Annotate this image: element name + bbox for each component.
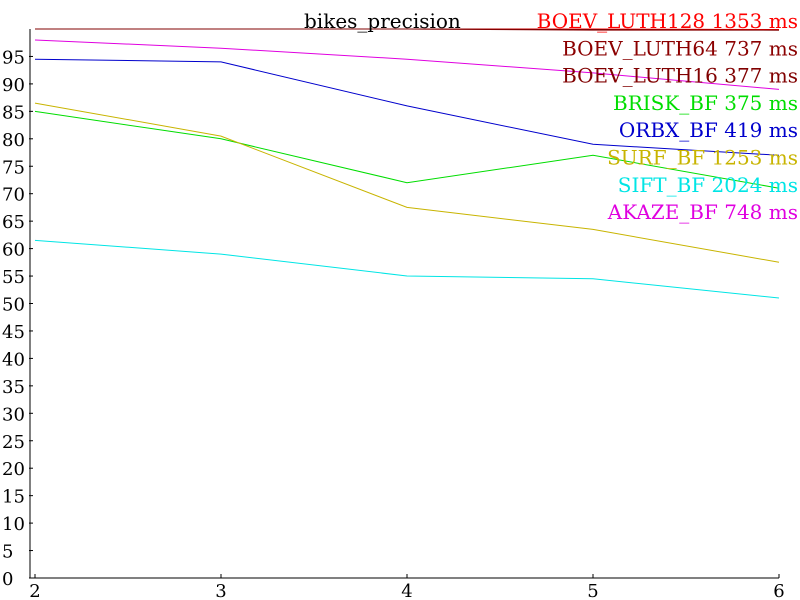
x-tick-label: 4 xyxy=(401,581,412,600)
legend-entry: SURF_BF 1253 ms xyxy=(607,146,798,170)
x-tick-label: 2 xyxy=(29,581,40,600)
y-tick-label: 60 xyxy=(2,240,25,261)
legend-entry: BOEV_LUTH128 1353 ms xyxy=(537,9,798,33)
series-line-7 xyxy=(34,39,780,90)
series-line-5 xyxy=(34,102,780,263)
y-tick-label: 90 xyxy=(2,75,25,96)
legend-entry: BOEV_LUTH64 737 ms xyxy=(562,36,798,60)
y-tick-label: 55 xyxy=(2,267,25,288)
legend-entry: BOEV_LUTH16 377 ms xyxy=(562,64,798,88)
y-tick-label: 65 xyxy=(2,212,25,233)
series-line-3 xyxy=(34,110,780,189)
y-tick-label: 50 xyxy=(2,295,25,316)
plot-lines xyxy=(34,28,780,299)
y-tick-label: 85 xyxy=(2,102,25,123)
y-tick-label: 40 xyxy=(2,349,25,370)
y-tick-label: 15 xyxy=(2,487,25,508)
y-tick-label: 35 xyxy=(2,377,25,398)
x-tick-label: 6 xyxy=(773,581,784,600)
legend-entry: ORBX_BF 419 ms xyxy=(619,118,798,142)
x-tick-label: 5 xyxy=(587,581,598,600)
y-tick-label: 0 xyxy=(2,569,13,590)
series-line-4 xyxy=(34,58,780,156)
legend-entry: BRISK_BF 375 ms xyxy=(613,91,798,115)
y-tick-label: 25 xyxy=(2,432,25,453)
legend-entry: AKAZE_BF 748 ms xyxy=(607,200,798,224)
y-tick-label: 30 xyxy=(2,404,25,425)
y-tick-label: 75 xyxy=(2,157,25,178)
y-tick-label: 5 xyxy=(2,542,13,563)
chart-title: bikes_precision xyxy=(304,9,461,33)
x-tick-label: 3 xyxy=(215,581,226,600)
y-tick-label: 95 xyxy=(2,47,25,68)
y-tick-label: 20 xyxy=(2,459,25,480)
axes xyxy=(29,29,780,579)
series-line-2 xyxy=(35,28,780,31)
y-tick-label: 10 xyxy=(2,514,25,535)
y-tick-label: 80 xyxy=(2,130,25,151)
y-tick-label: 45 xyxy=(2,322,25,343)
legend: BOEV_LUTH128 1353 ms BOEV_LUTH64 737 ms BO… xyxy=(537,9,798,224)
series-line-6 xyxy=(34,239,780,299)
legend-entry: SIFT_BF 2024 ms xyxy=(618,173,798,197)
y-tick-label: 70 xyxy=(2,185,25,206)
